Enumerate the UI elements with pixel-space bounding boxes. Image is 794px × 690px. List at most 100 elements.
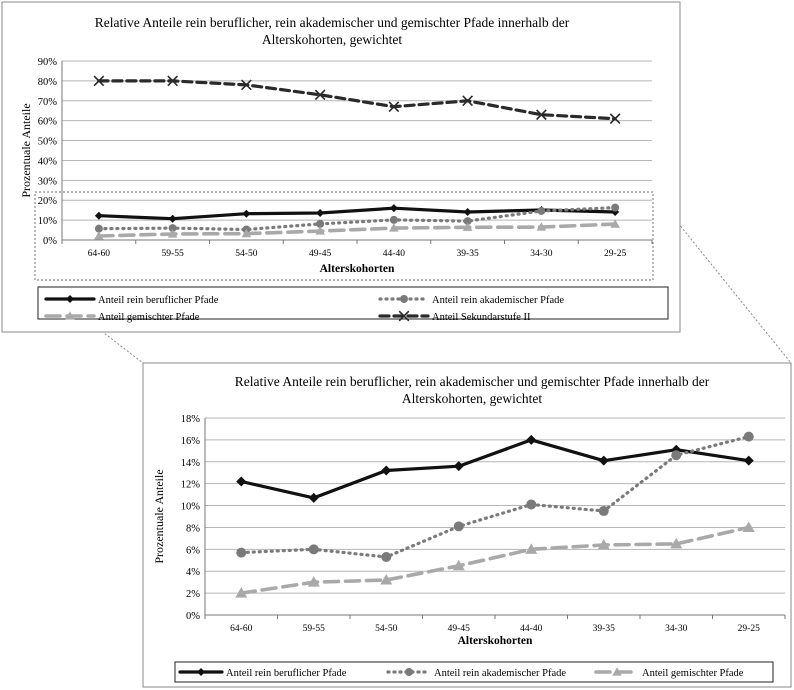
data-point bbox=[610, 219, 620, 228]
y-tick-label: 6% bbox=[186, 545, 200, 556]
x-tick-label: 64-60 bbox=[230, 624, 252, 634]
data-point bbox=[94, 211, 103, 220]
data-point bbox=[389, 204, 398, 213]
series-line bbox=[239, 435, 751, 559]
data-point bbox=[308, 544, 319, 555]
y-tick-label: 30% bbox=[38, 176, 58, 187]
data-point bbox=[525, 543, 538, 554]
data-point bbox=[235, 587, 248, 598]
x-tick-label: 39-35 bbox=[457, 249, 479, 259]
x-tick-label: 49-45 bbox=[309, 249, 331, 259]
data-point bbox=[453, 461, 464, 472]
y-axis-title: Prozentuale Anteile bbox=[152, 469, 166, 563]
x-tick-label: 49-45 bbox=[448, 624, 470, 634]
legend-marker bbox=[400, 295, 408, 303]
data-point bbox=[609, 113, 621, 125]
data-point bbox=[526, 499, 537, 510]
chart-detail: Relative Anteile rein beruflicher, rein … bbox=[142, 362, 792, 688]
data-point bbox=[743, 431, 754, 442]
data-point bbox=[236, 547, 247, 558]
x-tick-label: 59-55 bbox=[303, 624, 325, 634]
legend-label: Anteil gemischter Pfade bbox=[98, 312, 200, 323]
y-tick-label: 70% bbox=[38, 97, 58, 108]
x-tick-label: 44-40 bbox=[383, 249, 405, 259]
data-point bbox=[380, 573, 393, 585]
data-point bbox=[611, 203, 620, 212]
data-point bbox=[598, 455, 609, 466]
y-tick-label: 60% bbox=[38, 117, 58, 128]
y-tick-label: 4% bbox=[186, 567, 200, 578]
x-tick-label: 59-55 bbox=[162, 249, 184, 259]
data-point bbox=[381, 551, 392, 562]
chart-overview-title-line2: Alterskohorten, gewichtet bbox=[262, 32, 402, 47]
legend-marker bbox=[66, 295, 74, 303]
chart-overview-title-line1: Relative Anteile rein beruflicher, rein … bbox=[95, 15, 570, 30]
data-point bbox=[463, 217, 472, 226]
data-point bbox=[94, 231, 104, 240]
series-line bbox=[97, 222, 617, 238]
x-tick-label: 54-50 bbox=[375, 624, 397, 634]
legend-label: Anteil rein akademischer Pfade bbox=[434, 668, 566, 679]
data-point bbox=[388, 101, 400, 113]
data-point bbox=[536, 222, 547, 231]
legend-marker bbox=[405, 668, 413, 676]
data-point bbox=[389, 223, 399, 232]
y-tick-label: 80% bbox=[38, 77, 58, 88]
y-tick-label: 20% bbox=[38, 196, 58, 207]
x-tick-label: 29-25 bbox=[604, 249, 626, 259]
y-tick-label: 16% bbox=[181, 436, 201, 447]
legend-marker bbox=[197, 668, 205, 676]
data-point bbox=[462, 222, 473, 231]
data-point bbox=[316, 208, 325, 217]
legend-box bbox=[37, 286, 669, 320]
data-point bbox=[315, 226, 325, 235]
series-line bbox=[97, 206, 617, 221]
chart-overview-frame bbox=[1, 1, 681, 333]
data-point bbox=[389, 215, 398, 224]
data-point bbox=[536, 109, 547, 121]
data-point bbox=[167, 229, 178, 238]
data-point bbox=[598, 506, 609, 517]
chart-detail-title-line2: Alterskohorten, gewichtet bbox=[402, 391, 542, 406]
series-line bbox=[97, 79, 617, 121]
data-point bbox=[743, 455, 754, 466]
data-point bbox=[462, 95, 473, 107]
y-tick-label: 0% bbox=[186, 611, 200, 622]
y-tick-label: 10% bbox=[181, 502, 201, 513]
legend-marker bbox=[612, 667, 622, 676]
data-point bbox=[537, 206, 546, 215]
x-tick-label: 34-30 bbox=[665, 624, 687, 634]
series-line bbox=[239, 525, 751, 595]
x-tick-label: 64-60 bbox=[88, 249, 110, 259]
legend-label: Anteil rein beruflicher Pfade bbox=[98, 295, 219, 306]
x-tick-label: 34-30 bbox=[530, 249, 552, 259]
x-axis-title: Alterskohorten bbox=[458, 635, 533, 647]
data-point bbox=[597, 538, 610, 550]
data-point bbox=[463, 207, 472, 216]
y-tick-label: 14% bbox=[181, 458, 201, 469]
data-point bbox=[93, 75, 105, 87]
legend-label: Anteil rein akademischer Pfade bbox=[432, 295, 564, 306]
data-point bbox=[241, 79, 252, 91]
y-axis-title: Prozentuale Anteile bbox=[19, 103, 33, 197]
x-axis-title: Alterskohorten bbox=[320, 263, 395, 275]
chart-overview: Relative Anteile rein beruflicher, rein … bbox=[1, 1, 681, 333]
data-point bbox=[452, 559, 465, 571]
y-tick-label: 18% bbox=[181, 414, 201, 425]
y-tick-label: 10% bbox=[38, 216, 58, 227]
y-tick-label: 12% bbox=[181, 480, 201, 491]
data-point bbox=[241, 228, 252, 238]
y-tick-label: 90% bbox=[38, 57, 58, 68]
y-tick-label: 50% bbox=[38, 137, 58, 148]
zoom-region-box bbox=[34, 191, 654, 281]
data-point bbox=[314, 89, 326, 101]
data-point bbox=[381, 465, 392, 476]
x-tick-label: 39-35 bbox=[593, 624, 615, 634]
y-tick-label: 8% bbox=[186, 523, 200, 534]
data-point bbox=[242, 209, 251, 218]
y-tick-label: 0% bbox=[43, 236, 57, 247]
legend-label: Anteil gemischter Pfade bbox=[642, 668, 744, 679]
data-point bbox=[167, 75, 178, 87]
legend-marker bbox=[398, 310, 410, 322]
